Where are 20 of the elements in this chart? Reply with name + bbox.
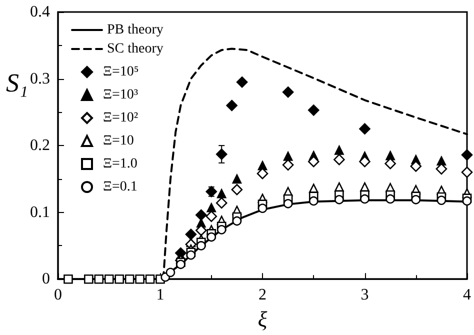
y-axis-title: S₁: [6, 68, 28, 98]
legend-label: Ξ=10⁵: [103, 64, 139, 80]
x-tick-label: 3: [360, 286, 369, 304]
legend-label: SC theory: [107, 42, 164, 56]
legend-label: Ξ=10: [103, 134, 134, 148]
legend-label: Ξ=10²: [103, 110, 138, 126]
x-tick-label: 4: [463, 286, 471, 304]
y-tick-label: 0.4: [30, 4, 50, 20]
y-tick-label: 0: [42, 270, 50, 288]
y-tick-label: 0.1: [30, 204, 50, 221]
x-tick-label: 1: [156, 286, 164, 304]
y-tick-label: 0.3: [30, 70, 50, 88]
x-axis-title: ξ: [258, 306, 268, 332]
legend-label: Ξ=1.0: [103, 156, 138, 172]
legend-label: Ξ=0.1: [103, 180, 138, 194]
x-tick-label: 0: [54, 286, 62, 304]
legend-label: PB theory: [107, 22, 164, 38]
x-tick-label: 2: [258, 286, 266, 304]
y-tick-label: 0.2: [30, 137, 50, 154]
legend-label: Ξ=10³: [103, 88, 138, 102]
